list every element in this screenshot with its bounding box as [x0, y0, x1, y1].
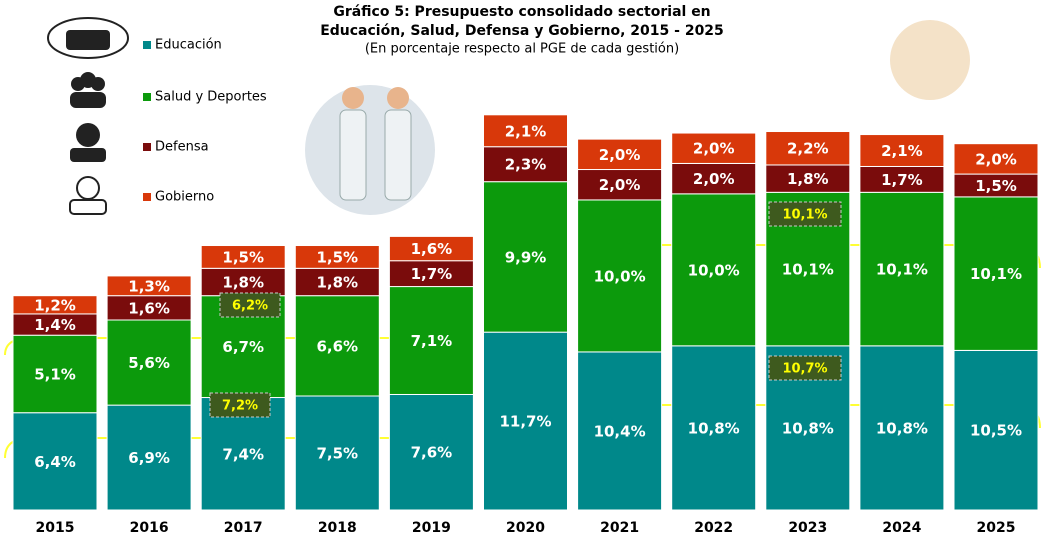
annotation: 7,2%	[222, 399, 258, 414]
data-label: 10,0%	[594, 267, 646, 285]
data-label: 10,1%	[782, 261, 834, 279]
data-label: 10,1%	[970, 265, 1022, 283]
x-tick-label: 2021	[600, 520, 639, 536]
data-label: 7,1%	[411, 332, 453, 350]
data-label: 1,6%	[411, 240, 453, 258]
data-label: 1,8%	[222, 274, 264, 292]
data-label: 7,4%	[222, 445, 264, 463]
legend-label: Educación	[155, 38, 222, 53]
data-label: 2,1%	[881, 142, 923, 160]
legend-swatch	[143, 193, 151, 201]
legend-label: Gobierno	[155, 190, 214, 205]
data-label: 10,8%	[688, 419, 740, 437]
annotation: 10,7%	[782, 362, 827, 377]
data-label: 7,5%	[316, 445, 358, 463]
data-label: 1,5%	[316, 248, 358, 266]
legend-label: Salud y Deportes	[155, 90, 267, 105]
data-label: 1,4%	[34, 316, 76, 334]
data-label: 1,5%	[975, 177, 1017, 195]
legend-swatch	[143, 41, 151, 49]
data-label: 2,3%	[505, 156, 547, 174]
data-label: 1,5%	[222, 248, 264, 266]
data-label: 10,8%	[782, 419, 834, 437]
chart-title: Gráfico 5: Presupuesto consolidado secto…	[333, 4, 710, 20]
legend-swatch	[143, 93, 151, 101]
data-label: 2,0%	[693, 140, 735, 158]
legend-label: Defensa	[155, 140, 209, 155]
data-label: 1,6%	[128, 299, 170, 317]
x-tick-label: 2023	[788, 520, 827, 536]
chart-title: Educación, Salud, Defensa y Gobierno, 20…	[320, 23, 724, 39]
data-label: 1,7%	[411, 265, 453, 283]
data-label: 6,9%	[128, 449, 170, 467]
data-label: 10,1%	[876, 261, 928, 279]
annotation: 6,2%	[232, 299, 268, 314]
x-tick-label: 2016	[130, 520, 169, 536]
data-label: 2,0%	[975, 150, 1017, 168]
x-tick-label: 2022	[694, 520, 733, 536]
annotation: 10,1%	[782, 208, 827, 223]
data-label: 2,0%	[693, 170, 735, 188]
x-tick-label: 2020	[506, 520, 545, 536]
x-tick-label: 2018	[318, 520, 357, 536]
data-label: 10,4%	[594, 422, 646, 440]
data-label: 1,8%	[787, 170, 829, 188]
data-label: 1,3%	[128, 277, 170, 295]
x-tick-label: 2025	[977, 520, 1016, 536]
chart-subtitle: (En porcentaje respecto al PGE de cada g…	[365, 42, 679, 57]
data-label: 2,0%	[599, 176, 641, 194]
data-label: 2,0%	[599, 146, 641, 164]
x-tick-label: 2017	[224, 520, 263, 536]
x-tick-label: 2015	[36, 520, 75, 536]
data-label: 2,2%	[787, 140, 829, 158]
data-label: 5,1%	[34, 365, 76, 383]
data-label: 9,9%	[505, 248, 547, 266]
data-label: 6,6%	[316, 337, 358, 355]
data-label: 10,8%	[876, 419, 928, 437]
legend-swatch	[143, 143, 151, 151]
chart: Gráfico 5: Presupuesto consolidado secto…	[0, 0, 1050, 539]
data-label: 1,8%	[316, 274, 358, 292]
data-label: 1,2%	[34, 296, 76, 314]
data-label: 11,7%	[499, 413, 551, 431]
x-tick-label: 2019	[412, 520, 451, 536]
data-label: 6,4%	[34, 453, 76, 471]
data-label: 10,5%	[970, 422, 1022, 440]
data-label: 10,0%	[688, 261, 740, 279]
data-label: 1,7%	[881, 171, 923, 189]
data-label: 5,6%	[128, 354, 170, 372]
data-label: 7,6%	[411, 444, 453, 462]
data-label: 6,7%	[222, 338, 264, 356]
data-label: 2,1%	[505, 122, 547, 140]
x-tick-label: 2024	[882, 520, 921, 536]
legend-icons	[48, 18, 128, 214]
